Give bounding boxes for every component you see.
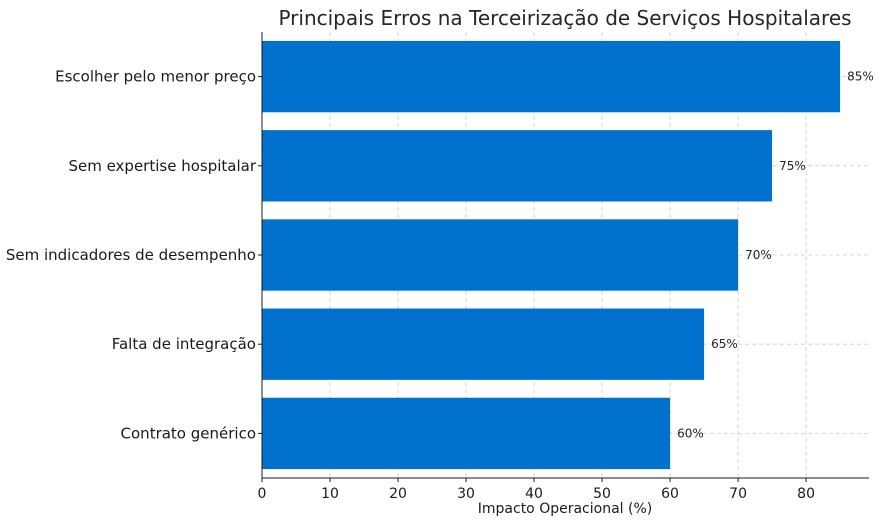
- x-axis-label: Impacto Operacional (%): [478, 501, 652, 517]
- data-label: 60%: [677, 426, 704, 440]
- data-label: 85%: [847, 70, 874, 84]
- x-tick-label: 80: [797, 486, 815, 502]
- data-label: 65%: [711, 337, 738, 351]
- x-tick-label: 10: [321, 486, 339, 502]
- x-tick-label: 40: [525, 486, 543, 502]
- x-tick-label: 70: [729, 486, 747, 502]
- x-tick-label: 0: [258, 486, 267, 502]
- data-label: 75%: [779, 159, 806, 173]
- bar: [262, 40, 841, 113]
- bar: [262, 219, 739, 291]
- axes: Escolher pelo menor preço Sem expertise h…: [6, 32, 869, 502]
- category-label: Contrato genérico: [121, 424, 256, 442]
- category-label: Falta de integração: [112, 335, 256, 353]
- x-tick-label: 20: [389, 486, 407, 502]
- bars: 85% 75% 70% 65% 60%: [262, 40, 874, 470]
- x-tick-label: 50: [593, 486, 611, 502]
- x-tick-label: 60: [661, 486, 679, 502]
- category-label: Escolher pelo menor preço: [55, 68, 256, 86]
- category-label: Sem expertise hospitalar: [68, 157, 256, 175]
- data-label: 70%: [745, 248, 772, 262]
- bar: [262, 130, 773, 202]
- chart-title: Principais Erros na Terceirização de Ser…: [278, 6, 851, 30]
- category-label: Sem indicadores de desempenho: [6, 246, 256, 264]
- x-tick-label: 30: [457, 486, 475, 502]
- bar: [262, 397, 671, 470]
- bar: [262, 308, 705, 380]
